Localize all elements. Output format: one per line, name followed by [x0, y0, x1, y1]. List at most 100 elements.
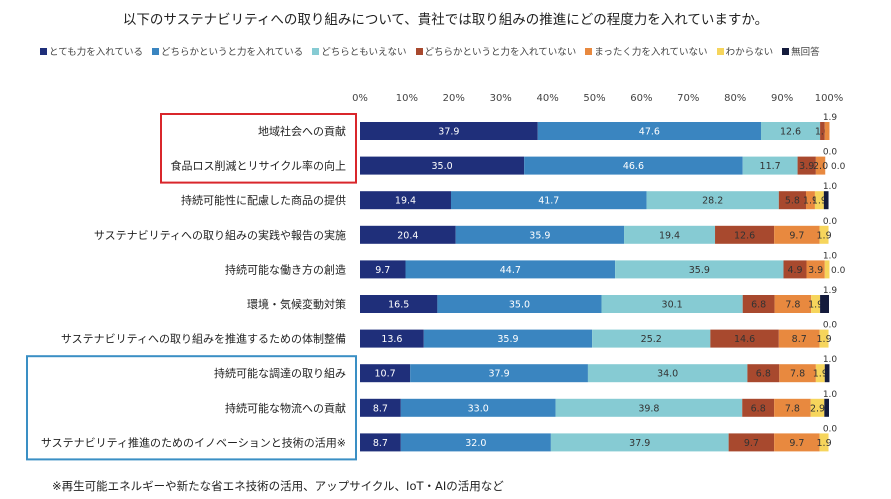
data-label: 14.6	[734, 334, 755, 345]
data-label: 1.0	[823, 355, 838, 365]
bar-segment	[624, 225, 716, 244]
bar-segment	[437, 295, 602, 313]
data-label: 41.7	[538, 196, 559, 207]
bar-segment	[455, 225, 625, 244]
data-label: 9.7	[375, 265, 390, 276]
legend-item-4: まったく力を入れていない	[585, 44, 708, 58]
legend-item-3: どちらかというと力を入れていない	[415, 44, 576, 58]
bar-segment	[810, 398, 825, 417]
legend-label: わからない	[725, 47, 774, 58]
data-label: 8.7	[373, 403, 388, 414]
data-label: 1.9	[812, 196, 827, 207]
legend-label: 無回答	[791, 47, 820, 58]
highlight-frame	[160, 113, 357, 184]
legend-swatch	[716, 47, 724, 55]
bar-segment	[400, 433, 551, 452]
category-label: 環境・気候変動対策	[247, 297, 346, 311]
bar-segment	[783, 260, 807, 279]
x-tick-label: 70%	[677, 93, 699, 104]
bar-segment	[797, 156, 816, 175]
legend-swatch	[585, 47, 593, 55]
data-label: 6.8	[751, 403, 766, 414]
bar-segment	[823, 191, 829, 210]
data-label: 37.9	[629, 438, 650, 449]
legend-swatch	[40, 47, 47, 55]
data-label: 0.0	[831, 162, 846, 172]
x-tick-label: 100%	[815, 93, 844, 104]
data-label: 0.0	[823, 424, 838, 434]
data-label: 19.4	[659, 230, 680, 241]
legend-item-0: とても力を入れている	[40, 44, 143, 58]
data-label: 34.0	[657, 369, 678, 380]
data-label: 16.5	[388, 300, 409, 311]
data-label: 9.7	[789, 438, 804, 449]
category-label: 持続可能な物流への貢献	[225, 401, 346, 415]
data-label: 6.8	[756, 369, 771, 380]
x-tick-label: 90%	[771, 93, 793, 104]
bar-segment	[360, 329, 424, 348]
bar-segment	[820, 295, 829, 313]
data-label: 37.9	[438, 127, 459, 138]
data-label: 7.8	[785, 300, 800, 311]
data-label: 7.8	[790, 369, 805, 380]
data-label: 6.8	[751, 300, 766, 311]
data-label: 8.7	[792, 334, 807, 345]
data-label: 1.9	[808, 300, 823, 311]
x-tick-label: 80%	[724, 93, 746, 104]
legend-item-6: 無回答	[782, 44, 820, 58]
bar-segment	[819, 225, 829, 244]
x-tick-label: 10%	[396, 93, 418, 104]
data-label: 35.9	[689, 265, 710, 276]
legend-label: とても力を入れている	[49, 47, 143, 58]
bar-segment	[814, 191, 824, 210]
x-tick-label: 50%	[583, 93, 605, 104]
data-label: 10.7	[375, 369, 396, 380]
bar-segment	[728, 433, 775, 452]
highlight-frame	[26, 355, 357, 461]
bar-segment	[774, 295, 812, 313]
legend-swatch	[151, 47, 159, 55]
bar-segment	[774, 433, 820, 452]
data-label: 46.6	[623, 161, 644, 172]
data-label: 1.0	[823, 182, 838, 192]
data-label: 4.9	[787, 265, 802, 276]
data-label: 12.6	[734, 230, 755, 241]
data-label: 12.6	[780, 127, 801, 138]
bar-segment	[806, 191, 815, 210]
category-label: サステナビリティ推進のためのイノベーションと技術の活用※	[41, 435, 346, 449]
bar-segment	[360, 260, 406, 279]
data-label: 28.2	[702, 196, 723, 207]
data-label: 47.6	[639, 127, 660, 138]
data-label: 2.0	[813, 161, 828, 172]
bar-segment	[742, 295, 775, 313]
bar-segment	[615, 260, 784, 279]
bar-segment	[360, 398, 401, 417]
data-label: 25.2	[641, 334, 662, 345]
bar-segment	[819, 433, 829, 452]
legend-swatch	[312, 47, 320, 55]
bar-segment	[360, 295, 438, 313]
data-label: 30.1	[662, 300, 683, 311]
data-label: 5.8	[785, 196, 800, 207]
data-label: 0.0	[823, 217, 838, 227]
data-label: 20.4	[397, 230, 418, 241]
bar-segment	[537, 122, 761, 140]
bar-segment	[824, 398, 829, 417]
data-label: 1.9	[817, 438, 832, 449]
data-label: 1.9	[823, 286, 838, 296]
bar-segment	[601, 295, 743, 313]
legend-swatch	[415, 47, 423, 55]
bar-segment	[360, 433, 401, 452]
legend-item-5: わからない	[716, 44, 774, 58]
data-label: 1.0	[815, 127, 830, 138]
data-label: 35.9	[497, 334, 518, 345]
bar-segment	[742, 156, 798, 175]
chart-footnote: ※再生可能エネルギーや新たな省エネ技術の活用、アップサイクル、IoT・AIの活用…	[52, 479, 504, 493]
data-label: 13.6	[381, 334, 402, 345]
data-label: 1.9	[823, 113, 838, 123]
bar-segment	[360, 156, 525, 175]
data-label: 35.9	[529, 230, 550, 241]
bar-segment	[779, 364, 816, 383]
x-tick-label: 60%	[630, 93, 652, 104]
